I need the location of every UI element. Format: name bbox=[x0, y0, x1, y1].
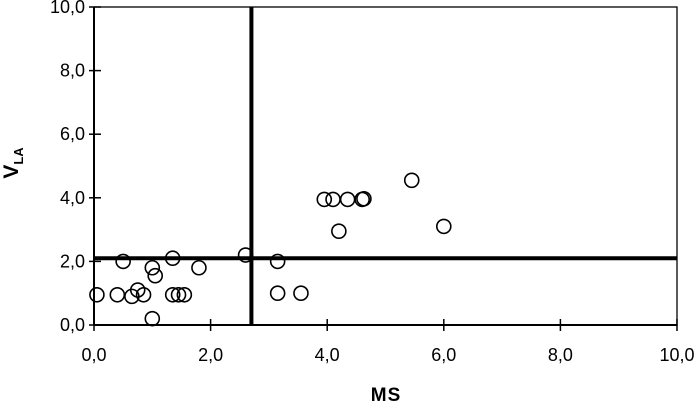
data-point bbox=[269, 285, 286, 302]
data-point bbox=[164, 250, 181, 267]
data-point bbox=[269, 253, 286, 270]
x-tick-label: 6,0 bbox=[431, 345, 456, 365]
data-point bbox=[144, 259, 161, 276]
x-tick-label: 4,0 bbox=[315, 345, 340, 365]
data-point bbox=[89, 286, 105, 303]
data-point bbox=[356, 190, 372, 207]
data-point bbox=[176, 286, 193, 303]
y-tick-label: 2,0 bbox=[60, 251, 85, 271]
data-point bbox=[135, 286, 152, 303]
x-tick-label: 8,0 bbox=[548, 345, 573, 365]
y-tick-label: 10,0 bbox=[50, 0, 85, 17]
data-point bbox=[403, 172, 420, 189]
data-point bbox=[316, 191, 333, 208]
data-point bbox=[144, 310, 161, 327]
x-tick-label: 0,0 bbox=[81, 345, 106, 365]
plot-border bbox=[93, 6, 678, 326]
y-tick-label: 0,0 bbox=[60, 315, 85, 335]
data-point bbox=[325, 191, 341, 208]
data-point bbox=[147, 267, 164, 284]
y-tick-label: 6,0 bbox=[60, 124, 85, 144]
y-axis-label-main: V bbox=[0, 164, 23, 179]
data-point bbox=[339, 191, 356, 208]
data-point bbox=[331, 223, 347, 239]
data-point bbox=[109, 286, 126, 303]
x-tick-label: 10,0 bbox=[659, 345, 694, 365]
y-tick-label: 8,0 bbox=[60, 61, 85, 81]
data-point bbox=[115, 253, 131, 270]
y-axis-label-subscript: LA bbox=[11, 147, 27, 165]
data-point bbox=[237, 247, 254, 263]
data-point bbox=[435, 218, 452, 235]
x-axis-label: MS bbox=[370, 385, 402, 404]
y-tick-label: 4,0 bbox=[60, 188, 85, 208]
x-tick-label: 2,0 bbox=[198, 345, 223, 365]
data-point bbox=[164, 286, 181, 303]
data-point bbox=[191, 259, 207, 276]
data-point bbox=[293, 285, 309, 302]
y-axis-label: VLA bbox=[0, 147, 27, 179]
data-point bbox=[170, 286, 187, 303]
